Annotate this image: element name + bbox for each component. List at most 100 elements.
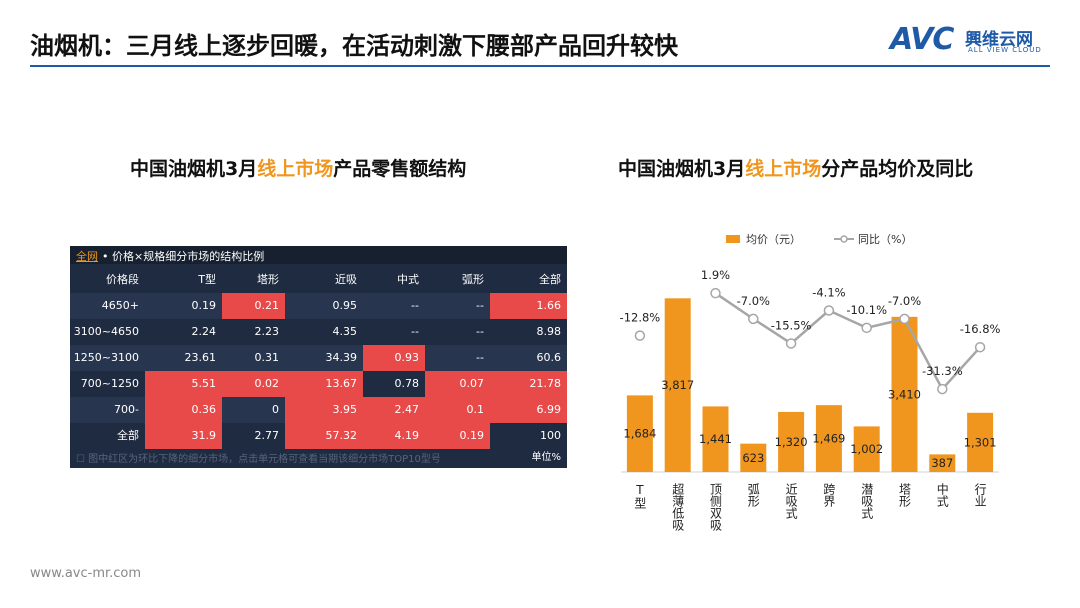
table-cell[interactable]: 2.23	[222, 319, 285, 345]
data-label: 1,469	[812, 432, 845, 446]
x-tick-label: 近吸式	[784, 483, 798, 519]
table-cell[interactable]: 0.07	[425, 371, 490, 397]
column-header: 近吸	[335, 273, 357, 286]
table-cell[interactable]: 0	[222, 397, 285, 423]
bar	[853, 426, 880, 472]
bar	[929, 454, 956, 472]
data-label: -31.3%	[922, 364, 963, 378]
table-cell[interactable]: 0.78	[363, 371, 425, 397]
row-label: 4650+	[70, 293, 145, 319]
logo: AVC	[890, 22, 954, 57]
table-cell[interactable]: --	[363, 293, 425, 319]
data-label: -12.8%	[620, 311, 661, 325]
title-highlight: 线上市场	[745, 158, 822, 180]
x-tick-label: 潜吸式	[860, 483, 874, 519]
table-cell[interactable]: 6.99	[490, 397, 567, 423]
slide-title: 油烟机：三月线上逐步回暖，在活动刺激下腰部产品回升较快	[30, 32, 678, 60]
data-label: 1,441	[699, 432, 732, 446]
row-label: 700~1250	[70, 371, 145, 397]
data-label: 387	[931, 456, 953, 470]
table-cell[interactable]: 0.95	[285, 293, 363, 319]
table-cell[interactable]: 0.36	[145, 397, 222, 423]
table-cell[interactable]: 0.93	[363, 345, 425, 371]
data-label: 623	[742, 451, 764, 465]
table-cell[interactable]: 100	[490, 423, 567, 449]
table-cell[interactable]: 23.61	[145, 345, 222, 371]
x-tick-label: 超薄低吸	[671, 482, 685, 532]
logo-en: ALL VIEW CLOUD	[968, 46, 1042, 54]
x-tick-label: 中式	[935, 482, 949, 507]
table-cell[interactable]: --	[425, 345, 490, 371]
table-cell[interactable]: 0.1	[425, 397, 490, 423]
data-label: -15.5%	[771, 318, 812, 332]
table-cell[interactable]: 13.67	[285, 371, 363, 397]
table-cell[interactable]: 21.78	[490, 371, 567, 397]
bar	[967, 412, 994, 472]
caption-tag[interactable]: 全网	[76, 250, 98, 263]
column-header: 中式	[397, 273, 419, 286]
data-label: 1.9%	[701, 268, 730, 282]
x-tick-label: 跨界	[822, 483, 836, 508]
line-marker	[861, 322, 872, 334]
table-cell[interactable]: 1.66	[490, 293, 567, 319]
table-title: 中国油烟机3月线上市场产品零售额结构	[130, 154, 466, 181]
bar	[626, 395, 653, 472]
table-cell[interactable]: 0.19	[145, 293, 222, 319]
table-cell[interactable]: 8.98	[490, 319, 567, 345]
footer: www.avc-mr.com	[30, 566, 142, 581]
x-tick-label: 顶侧双吸	[709, 483, 723, 532]
x-tick-label: 弧形	[746, 483, 760, 508]
line-marker	[899, 313, 910, 325]
data-table: 全网 • 价格×规格细分市场的结构比例 ☐ 图中红区为环比下降的细分市场，点击单…	[70, 246, 567, 468]
table-cell[interactable]: 2.47	[363, 397, 425, 423]
line-marker	[937, 383, 948, 395]
table-cell[interactable]: 2.77	[222, 423, 285, 449]
data-label: -7.0%	[888, 294, 921, 308]
line	[714, 292, 982, 392]
title-part: 分产品均价及同比	[821, 158, 974, 180]
data-label: -7.0%	[737, 294, 770, 308]
table-cell[interactable]: 0.19	[425, 423, 490, 449]
data-label: 1,320	[775, 435, 808, 449]
bar	[664, 298, 691, 472]
line-marker	[748, 313, 759, 325]
table-cell[interactable]: 0.21	[222, 293, 285, 319]
legend-label: 均价（元）	[746, 233, 801, 246]
data-label: -10.1%	[846, 303, 887, 317]
table-cell[interactable]: 5.51	[145, 371, 222, 397]
title-highlight: 线上市场	[257, 158, 334, 180]
bar	[702, 406, 729, 472]
table-cell[interactable]: --	[425, 319, 490, 345]
table-cell[interactable]: --	[363, 319, 425, 345]
legend-label: 同比（%）	[858, 233, 912, 246]
logo-cn: 興维云网	[965, 30, 1033, 50]
table-cell[interactable]: 60.6	[490, 345, 567, 371]
table-cell[interactable]: 31.9	[145, 423, 222, 449]
table-cell[interactable]: 2.24	[145, 319, 222, 345]
title-part: 中国油烟机3月	[618, 158, 746, 180]
data-label: 1,684	[623, 427, 656, 441]
table-cell[interactable]: 4.19	[363, 423, 425, 449]
row-label: 1250~3100	[70, 345, 145, 371]
table-cell[interactable]: 3.95	[285, 397, 363, 423]
table-cell[interactable]: 34.39	[285, 345, 363, 371]
table-cell[interactable]: 0.02	[222, 371, 285, 397]
x-tick-label: 塔形	[898, 483, 912, 508]
table-cell[interactable]: 57.32	[285, 423, 363, 449]
table-cell[interactable]: 4.35	[285, 319, 363, 345]
row-label: 700-	[70, 397, 145, 423]
data-label: 3,817	[661, 378, 694, 392]
bar	[740, 443, 767, 472]
x-tick-label: 行业	[973, 483, 987, 507]
column-header: 弧形	[462, 273, 484, 286]
data-label: -16.8%	[960, 322, 1001, 336]
bar	[815, 405, 842, 472]
data-label: 3,410	[888, 387, 921, 401]
bar	[891, 316, 918, 472]
table-cell[interactable]: --	[425, 293, 490, 319]
table-note: ☐ 图中红区为环比下降的细分市场，点击单元格可查看当期该细分市场TOP10型号	[76, 454, 441, 465]
bar	[778, 411, 805, 472]
table-cell[interactable]: 0.31	[222, 345, 285, 371]
title-part: 产品零售额结构	[333, 158, 467, 180]
row-label: 3100~4650	[70, 319, 145, 345]
